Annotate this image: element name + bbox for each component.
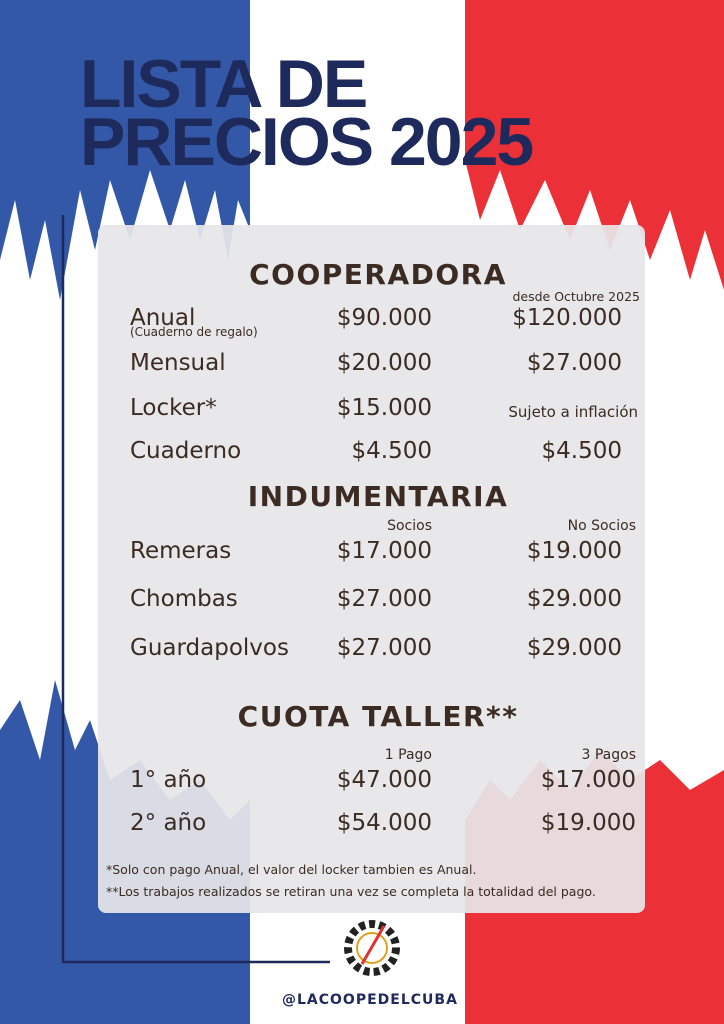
footnote: *Solo con pago Anual, el valor del locke… xyxy=(106,862,477,877)
price: $90.000 xyxy=(336,305,432,331)
price: $19.000 xyxy=(540,810,636,836)
row-label: Locker* xyxy=(130,395,217,421)
price: $47.000 xyxy=(336,767,432,793)
price: $27.000 xyxy=(336,586,432,612)
price-panel xyxy=(98,225,645,913)
price: $54.000 xyxy=(336,810,432,836)
price: $27.000 xyxy=(526,350,622,376)
price: $27.000 xyxy=(336,635,432,661)
price: Sujeto a inflación xyxy=(508,403,638,421)
price: $20.000 xyxy=(336,350,432,376)
price: $4.500 xyxy=(541,438,622,464)
row-label: Cuaderno xyxy=(130,438,242,464)
footnote: **Los trabajos realizados se retiran una… xyxy=(106,884,596,899)
logo xyxy=(344,920,400,976)
price: $17.000 xyxy=(336,538,432,564)
section-title: CUOTA TALLER** xyxy=(237,700,519,733)
column-header: No Socios xyxy=(567,518,636,534)
column-header: 3 Pagos xyxy=(581,747,637,763)
row-label: Guardapolvos xyxy=(130,635,289,661)
price: $29.000 xyxy=(526,635,622,661)
row-label: Remeras xyxy=(130,538,232,564)
column-note: desde Octubre 2025 xyxy=(512,289,640,304)
row-label: 1° año xyxy=(130,767,207,793)
row-label: Anual xyxy=(130,305,196,331)
price: $120.000 xyxy=(512,305,622,331)
title-line: PRECIOS 2025 xyxy=(80,104,534,180)
title-line: LISTA DE xyxy=(80,46,368,122)
frame-line xyxy=(61,215,330,964)
row-label: Chombas xyxy=(130,586,238,612)
column-header: 1 Pago xyxy=(384,747,432,763)
row-label: Mensual xyxy=(130,350,226,376)
section-title: INDUMENTARIA xyxy=(247,480,509,513)
column-header: Socios xyxy=(387,518,432,534)
red-stripe-top xyxy=(465,0,724,290)
section-title: COOPERADORA xyxy=(249,258,507,291)
price: $29.000 xyxy=(526,586,622,612)
row-note: (Cuaderno de regalo) xyxy=(130,325,258,339)
handle: @LACOOPEDELCUBA xyxy=(282,992,458,1008)
price: $4.500 xyxy=(351,438,432,464)
price: $17.000 xyxy=(540,767,636,793)
row-label: 2° año xyxy=(130,810,207,836)
price: $19.000 xyxy=(526,538,622,564)
price: $15.000 xyxy=(336,395,432,421)
